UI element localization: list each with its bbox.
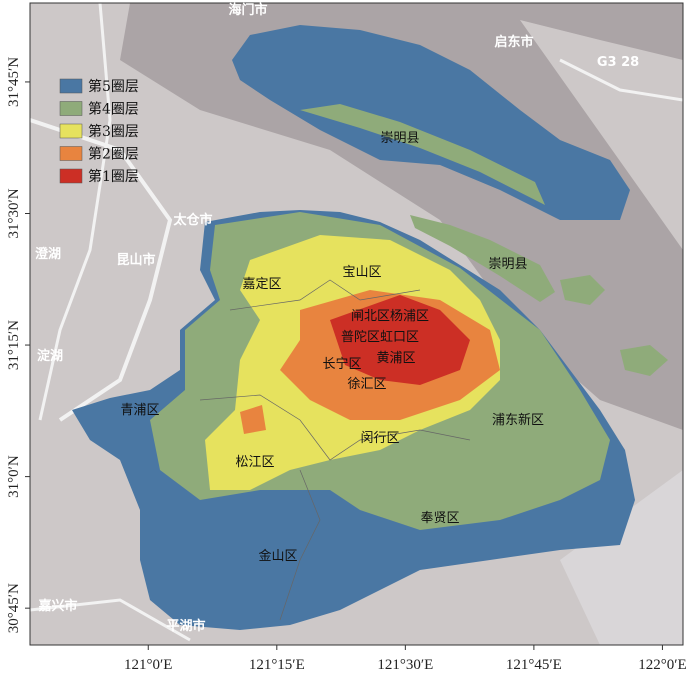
district-label: 松江区 <box>235 455 274 470</box>
place-label: 淀湖 <box>37 348 63 364</box>
river <box>120 3 683 430</box>
sea <box>560 470 683 645</box>
district-label: 浦东新区 <box>492 412 544 428</box>
y-tick-label: 31°0′N <box>6 455 22 498</box>
x-tick-label: 121°15′E <box>249 657 305 673</box>
y-tick-label: 30°45′N <box>6 583 22 633</box>
legend-label: 第2圈层 <box>88 146 139 163</box>
district-label: 宝山区 <box>342 265 381 280</box>
basemap <box>30 3 683 645</box>
y-tick-label: 31°30′N <box>6 188 22 238</box>
road <box>38 3 112 421</box>
y-tick-label: 31°15′N <box>6 320 22 370</box>
frame <box>29 2 684 646</box>
district-border <box>279 469 321 621</box>
district-label: 嘉定区 <box>242 277 281 292</box>
district-label: 普陀区虹口区 <box>341 329 419 345</box>
island-layer-4 <box>560 275 605 305</box>
region-layer-1 <box>330 295 470 385</box>
place-label: 海门市 <box>228 2 267 18</box>
legend-swatch <box>59 101 83 116</box>
y-tick-label: 31°45′N <box>6 57 22 107</box>
x-tick-label: 122°0′E <box>638 657 686 673</box>
place-label: 启东市 <box>494 34 533 50</box>
district-label: 崇明县 <box>488 257 527 272</box>
district-label: 金山区 <box>258 548 297 564</box>
legend-swatch <box>59 146 83 161</box>
island-layer-4 <box>300 104 545 205</box>
island-layer-4 <box>410 215 555 302</box>
district-label: 青浦区 <box>120 403 159 418</box>
legend-label: 第4圈层 <box>88 101 139 118</box>
legend-swatch <box>59 78 83 94</box>
island-layer-5 <box>232 25 630 220</box>
place-label: 昆山市 <box>116 252 155 268</box>
legend-swatch <box>59 123 83 139</box>
legend-label: 第5圈层 <box>88 78 139 95</box>
place-label: 澄湖 <box>35 246 61 262</box>
place-label: 嘉兴市 <box>37 598 77 614</box>
district-border <box>199 394 471 461</box>
x-tick-label: 121°45′E <box>506 657 562 673</box>
region-layer-2 <box>240 405 266 434</box>
legend-label: 第1圈层 <box>88 168 139 185</box>
district-label: 徐汇区 <box>347 377 386 392</box>
place-label: G3 28 <box>597 55 639 70</box>
road <box>559 58 683 102</box>
district-label: 崇明县 <box>380 131 419 146</box>
district-label: 闸北区杨浦区 <box>351 309 429 324</box>
place-label: 太仓市 <box>172 212 212 228</box>
island-layer-4 <box>620 345 668 376</box>
district-border <box>229 279 421 311</box>
district-label: 黄浦区 <box>376 351 415 366</box>
legend-swatch <box>59 168 83 184</box>
x-tick-label: 121°0′E <box>124 657 172 673</box>
district-label: 闵行区 <box>360 431 399 446</box>
district-label: 奉贤区 <box>420 511 459 526</box>
legend-label: 第3圈层 <box>88 123 139 140</box>
road <box>30 598 191 642</box>
x-tick-label: 121°30′E <box>377 657 433 673</box>
place-label: 平湖市 <box>166 618 205 634</box>
district-label: 长宁区 <box>322 356 361 372</box>
